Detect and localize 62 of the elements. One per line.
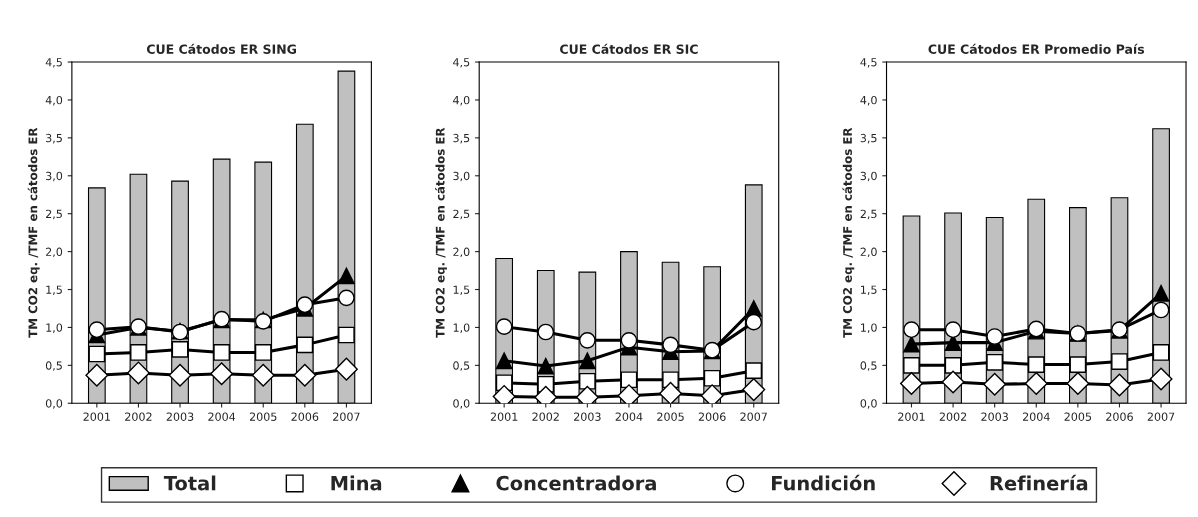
x-tick-label: 2007 xyxy=(1147,412,1175,421)
legend-label: Total xyxy=(163,475,216,491)
y-tick-label: 3,0 xyxy=(453,171,470,182)
y-tick-label: 2,5 xyxy=(46,209,62,220)
x-tick-label: 2007 xyxy=(740,412,767,421)
x-tick-label: 2004 xyxy=(615,412,643,421)
y-tick-label: 3,5 xyxy=(453,133,470,144)
y-tick-label: 0,0 xyxy=(860,399,877,409)
y-tick-label: 3,0 xyxy=(46,171,63,182)
y-tick-label: 0,5 xyxy=(453,361,470,371)
y-tick-label: 1,0 xyxy=(861,323,877,333)
x-tick-label: 2002 xyxy=(532,412,559,421)
x-tick-label: 2001 xyxy=(490,412,518,421)
y-tick-label: 2,0 xyxy=(453,247,470,258)
legend-label: Concentradora xyxy=(496,475,656,491)
x-tick-label: 2006 xyxy=(698,412,726,421)
chart-title: CUE Cátodos ER SING xyxy=(146,43,297,54)
y-tick-label: 2,5 xyxy=(860,209,877,220)
y-tick-label: 1,5 xyxy=(861,285,877,296)
y-axis-title: TM CO2 eq. /TMF en cátodos ER xyxy=(842,127,855,338)
y-tick-label: 4,0 xyxy=(453,95,470,106)
x-tick-label: 2002 xyxy=(125,412,152,421)
x-tick-label: 2001 xyxy=(83,412,110,421)
legend-label: Mina xyxy=(331,475,382,491)
legend-label: Refinería xyxy=(990,474,1088,491)
chart-title: CUE Cátodos ER Promedio País xyxy=(928,43,1145,54)
x-tick-label: 2003 xyxy=(981,412,1008,421)
x-tick-label: 2006 xyxy=(1106,412,1133,421)
chart-title: CUE Cátodos ER SIC xyxy=(560,43,698,54)
y-tick-label: 3,0 xyxy=(860,171,877,182)
y-tick-label: 2,0 xyxy=(46,247,63,258)
y-tick-label: 4,5 xyxy=(45,58,62,68)
x-tick-label: 2006 xyxy=(291,412,319,421)
x-tick-label: 2003 xyxy=(166,412,194,421)
y-tick-label: 1,5 xyxy=(46,285,62,296)
y-tick-label: 0,0 xyxy=(45,399,63,409)
y-tick-label: 1,5 xyxy=(453,285,470,296)
x-tick-label: 2007 xyxy=(333,412,360,421)
y-tick-label: 0,0 xyxy=(453,399,470,409)
y-tick-label: 2,0 xyxy=(860,247,877,258)
y-tick-label: 3,5 xyxy=(860,133,877,144)
x-tick-label: 2002 xyxy=(939,412,967,421)
y-tick-label: 4,5 xyxy=(860,58,877,68)
y-tick-label: 1,0 xyxy=(453,323,470,333)
x-tick-label: 2005 xyxy=(657,412,684,421)
y-axis-title: TM CO2 eq. /TMF en cátodos ER xyxy=(27,127,40,338)
y-tick-label: 1,0 xyxy=(46,323,63,333)
x-tick-label: 2005 xyxy=(249,412,277,421)
y-tick-label: 4,5 xyxy=(453,58,470,68)
y-tick-label: 2,5 xyxy=(453,209,470,220)
y-tick-label: 0,5 xyxy=(45,361,62,371)
y-tick-label: 3,5 xyxy=(46,133,62,144)
x-tick-label: 2005 xyxy=(1064,412,1092,421)
y-tick-label: 4,0 xyxy=(860,95,877,106)
x-tick-label: 2001 xyxy=(898,412,925,421)
legend-label: Fundición xyxy=(772,474,875,491)
y-tick-label: 0,5 xyxy=(860,361,877,371)
x-tick-label: 2004 xyxy=(208,412,236,421)
y-axis-title: TM CO2 eq. /TMF en cátodos ER xyxy=(435,127,447,338)
x-tick-label: 2003 xyxy=(574,412,601,421)
y-tick-label: 4,0 xyxy=(45,95,63,106)
x-tick-label: 2004 xyxy=(1022,412,1050,421)
